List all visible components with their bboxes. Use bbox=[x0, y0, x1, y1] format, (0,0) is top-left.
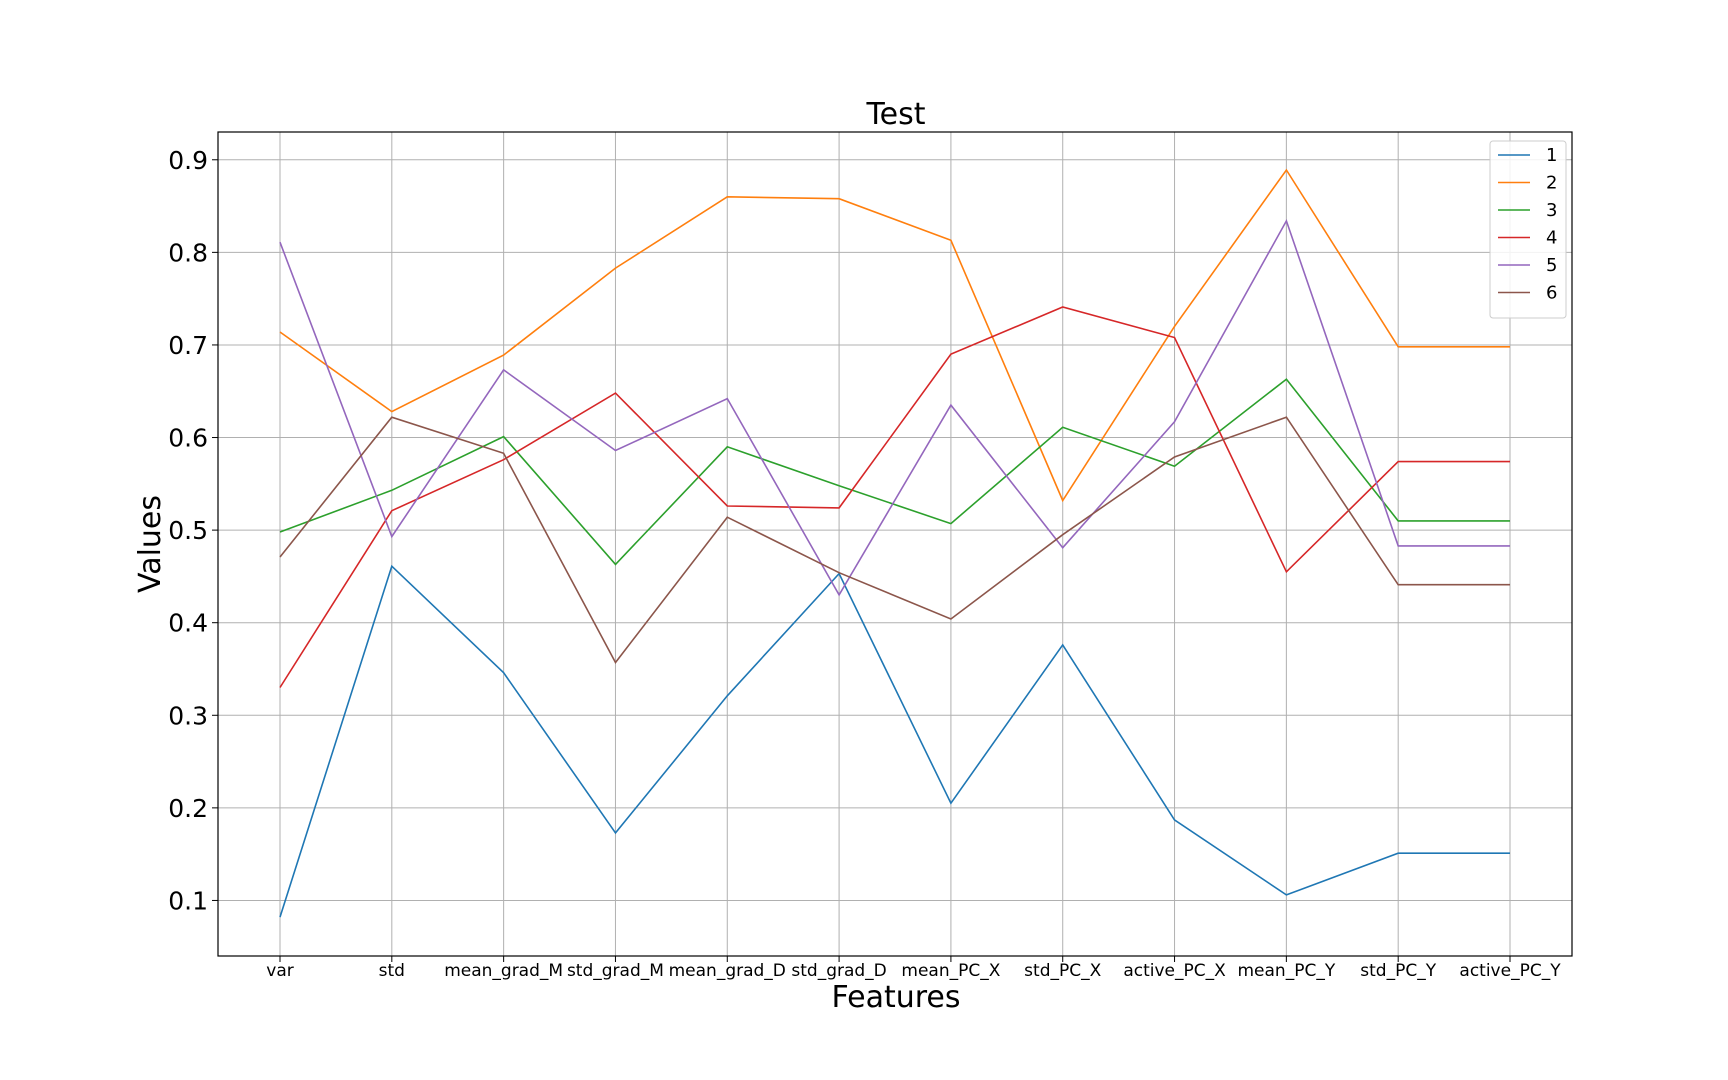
legend-label: 4 bbox=[1546, 228, 1557, 249]
x-tick-label: std_grad_D bbox=[791, 961, 886, 981]
x-axis-label: Features bbox=[832, 980, 961, 1015]
series-line-4 bbox=[279, 306, 1510, 688]
y-tick-label: 0.8 bbox=[168, 238, 208, 267]
series-line-3 bbox=[279, 378, 1510, 566]
x-tick-label: mean_grad_D bbox=[669, 961, 786, 981]
x-tick-label: mean_PC_Y bbox=[1238, 961, 1336, 981]
y-tick-labels: 0.1 0.2 0.3 0.4 0.5 0.6 0.7 0.8 0.9 bbox=[168, 146, 218, 915]
grid-lines bbox=[218, 132, 1572, 956]
x-tick-label: mean_grad_M bbox=[444, 961, 563, 981]
legend-label: 3 bbox=[1546, 200, 1557, 221]
y-tick-label: 0.6 bbox=[168, 424, 208, 453]
x-tick-labels: var std mean_grad_M std_grad_M mean_grad_D st… bbox=[266, 956, 1561, 981]
legend-box bbox=[1489, 140, 1567, 319]
legend-label: 1 bbox=[1546, 145, 1557, 166]
y-tick-label: 0.7 bbox=[168, 331, 208, 360]
legend-label: 2 bbox=[1546, 173, 1557, 194]
x-tick-label: std bbox=[379, 961, 405, 981]
y-tick-label: 0.4 bbox=[168, 609, 208, 638]
series-lines bbox=[279, 168, 1510, 918]
x-tick-label: std_PC_Y bbox=[1360, 961, 1436, 981]
x-tick-label: active_PC_X bbox=[1123, 961, 1226, 981]
x-tick-label: std_grad_M bbox=[567, 961, 664, 981]
y-axis-label: Values bbox=[133, 495, 168, 593]
series-line-1 bbox=[279, 564, 1510, 918]
x-tick-label: active_PC_Y bbox=[1459, 961, 1561, 981]
y-tick-label: 0.5 bbox=[168, 516, 208, 545]
legend: 1 2 3 4 5 6 bbox=[1489, 140, 1567, 319]
y-tick-label: 0.9 bbox=[168, 146, 208, 175]
x-tick-label: std_PC_X bbox=[1024, 961, 1101, 981]
y-tick-label: 0.1 bbox=[168, 886, 208, 915]
y-tick-label: 0.3 bbox=[168, 701, 208, 730]
x-tick-label: var bbox=[266, 961, 293, 981]
legend-label: 5 bbox=[1546, 255, 1557, 276]
x-tick-label: mean_PC_X bbox=[901, 961, 1000, 981]
series-line-2 bbox=[279, 168, 1510, 503]
y-tick-label: 0.2 bbox=[168, 794, 208, 823]
legend-label: 6 bbox=[1546, 283, 1557, 304]
series-line-5 bbox=[279, 218, 1510, 597]
plot-frame bbox=[217, 131, 1573, 957]
chart-title: Test bbox=[865, 97, 925, 132]
series-line-6 bbox=[279, 416, 1510, 664]
